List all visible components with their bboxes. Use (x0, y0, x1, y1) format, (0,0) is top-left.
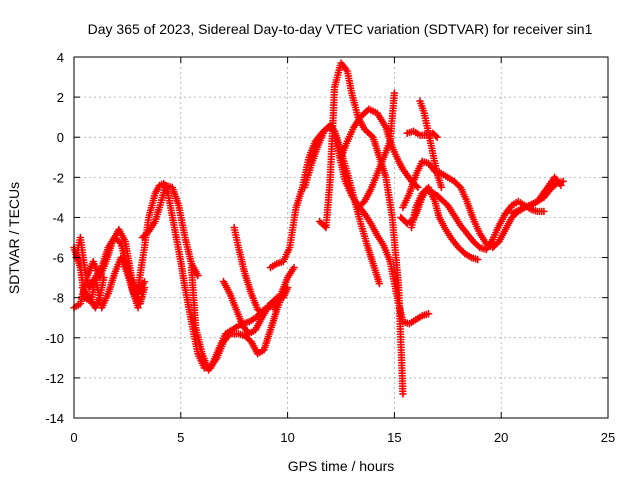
chart-title: Day 365 of 2023, Sidereal Day-to-day VTE… (88, 21, 593, 37)
series-s16 (407, 183, 482, 264)
x-tick-label: 0 (70, 430, 77, 445)
series-markers (354, 89, 399, 212)
series-markers (230, 223, 292, 318)
plot-frame (73, 56, 609, 419)
x-tick-label: 15 (387, 430, 401, 445)
series-markers (187, 263, 285, 374)
series-s18 (416, 97, 446, 192)
series-markers (337, 105, 422, 192)
grid-lines (74, 57, 608, 418)
series-markers (138, 181, 202, 280)
y-tick-label: -6 (52, 251, 64, 266)
x-tick-label: 25 (601, 430, 615, 445)
y-tick-label: -12 (45, 371, 64, 386)
axis-ticks: 0 5 10 15 20 25 -14 -12 -10 -8 -6 -4 -2 0 2 4 (45, 50, 615, 445)
series-markers (78, 273, 108, 312)
y-tick-label: -14 (45, 411, 64, 426)
y-axis-label: SDTVAR / TECUs (6, 182, 22, 294)
series-s9 (230, 223, 292, 318)
series-s13 (337, 105, 422, 192)
data-traces (70, 59, 567, 398)
series-markers (407, 183, 482, 264)
y-tick-label: -8 (52, 291, 64, 306)
y-tick-label: 4 (57, 50, 64, 65)
series-markers (416, 97, 446, 192)
x-tick-label: 20 (494, 430, 508, 445)
y-tick-label: -2 (52, 170, 64, 185)
series-markers (399, 157, 567, 252)
series-s19 (403, 127, 441, 142)
y-tick-label: 0 (57, 130, 64, 145)
series-s4 (78, 273, 108, 312)
series-s20 (508, 173, 565, 218)
series-s7 (187, 263, 285, 374)
y-tick-label: 2 (57, 90, 64, 105)
series-s6 (138, 181, 202, 280)
series-s17 (399, 157, 567, 252)
y-tick-label: -10 (45, 331, 64, 346)
x-tick-label: 5 (177, 430, 184, 445)
series-s8 (219, 263, 298, 338)
x-axis-label: GPS time / hours (288, 458, 395, 474)
series-s14 (354, 89, 399, 212)
x-tick-label: 10 (280, 430, 294, 445)
y-tick-label: -4 (52, 210, 64, 225)
series-markers (219, 263, 298, 338)
series-markers (403, 127, 441, 142)
series-markers (508, 173, 565, 218)
